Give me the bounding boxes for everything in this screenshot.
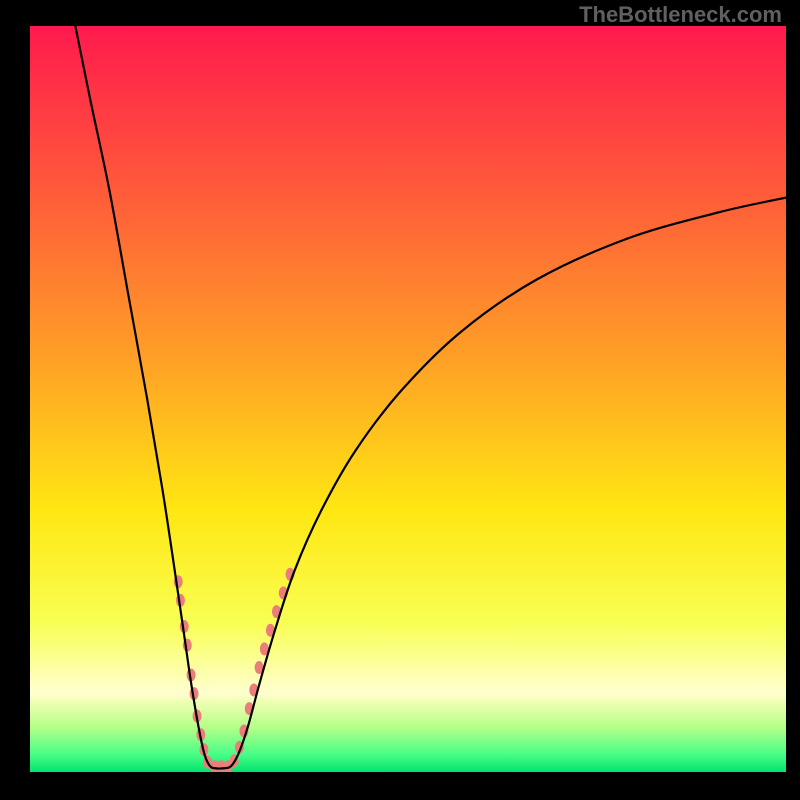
frame-left xyxy=(0,0,30,800)
frame-right xyxy=(786,0,800,800)
watermark-text: TheBottleneck.com xyxy=(579,2,782,28)
chart-svg xyxy=(30,26,786,772)
frame-bottom xyxy=(0,772,800,800)
chart-plot-area xyxy=(30,26,786,772)
chart-background xyxy=(30,26,786,772)
